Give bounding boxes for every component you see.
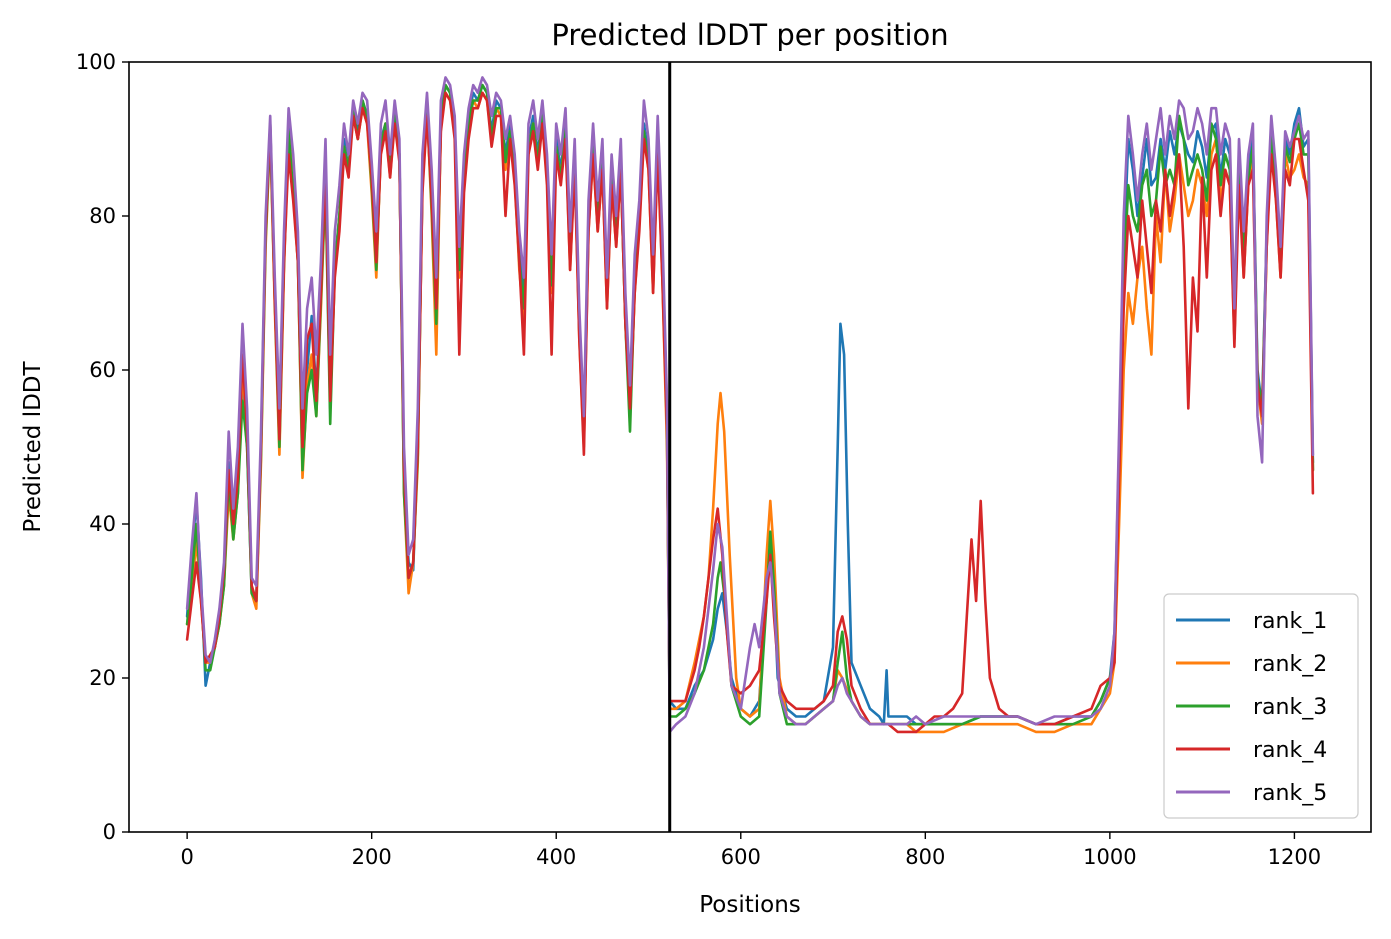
legend-box <box>1163 593 1359 819</box>
x-tick-label: 400 <box>536 845 576 869</box>
plot-area <box>128 61 1372 833</box>
x-tick-label: 0 <box>180 845 193 869</box>
x-tick-label: 1000 <box>1083 845 1136 869</box>
legend-label-rank-1: rank_1 <box>1253 609 1327 634</box>
x-tick-label: 600 <box>721 845 761 869</box>
x-axis: 0 200 400 600 800 1000 1200 <box>180 832 1321 869</box>
x-tick-label: 800 <box>905 845 945 869</box>
y-tick-label: 0 <box>103 820 116 844</box>
plot-frame <box>128 61 1372 833</box>
y-axis-label: Predicted lDDT <box>20 360 46 532</box>
legend: rank_1 rank_2 rank_3 rank_4 rank_5 <box>1163 593 1359 819</box>
legend-label-rank-5: rank_5 <box>1253 781 1327 806</box>
y-tick-label: 60 <box>89 358 116 382</box>
series-line-rank-5 <box>185 76 1315 734</box>
legend-label-rank-2: rank_2 <box>1253 652 1327 677</box>
x-tick-label: 1200 <box>1268 845 1321 869</box>
y-tick-label: 100 <box>76 50 116 74</box>
legend-label-rank-3: rank_3 <box>1253 695 1327 720</box>
x-tick-label: 200 <box>352 845 392 869</box>
y-tick-label: 80 <box>89 204 116 228</box>
y-axis: 0 20 40 60 80 100 <box>76 50 129 844</box>
y-tick-label: 40 <box>89 512 116 536</box>
x-axis-label: Positions <box>699 892 801 918</box>
y-tick-label: 20 <box>89 666 116 690</box>
series-layer <box>185 76 1315 734</box>
chart-title: Predicted lDDT per position <box>551 18 948 52</box>
legend-label-rank-4: rank_4 <box>1253 738 1327 763</box>
